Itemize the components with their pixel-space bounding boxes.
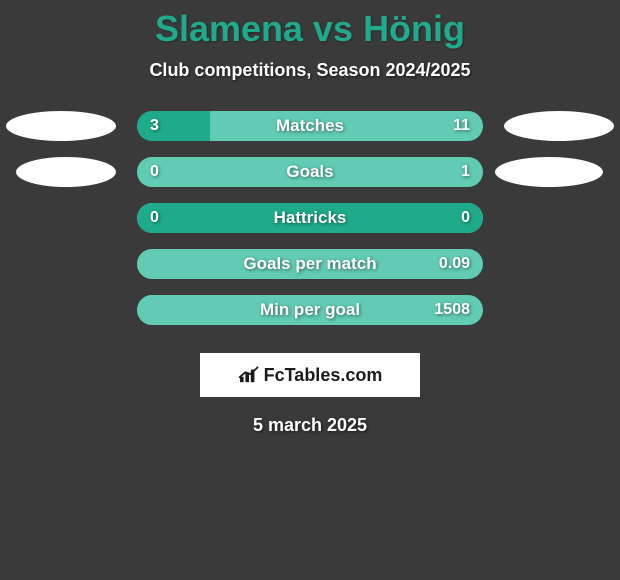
- stat-bar-fill: [137, 203, 483, 233]
- stat-value-left: 0: [150, 203, 159, 233]
- stat-bar-right: [137, 295, 483, 325]
- stat-bar-right: [137, 157, 483, 187]
- stat-bar-left: [137, 111, 210, 141]
- stat-row-gpm: Goals per match 0.09: [0, 249, 620, 295]
- stat-row-hattricks: 0 Hattricks 0: [0, 203, 620, 249]
- stats-area: 3 Matches 11 0 Goals 1 0 Hattricks 0: [0, 111, 620, 341]
- stat-value-right: 1508: [434, 295, 470, 325]
- stat-row-mpg: Min per goal 1508: [0, 295, 620, 341]
- stat-bar-right: [210, 111, 483, 141]
- stat-value-right: 11: [453, 111, 470, 141]
- chart-icon: [238, 366, 260, 384]
- stat-bar: [137, 157, 483, 187]
- stat-row-matches: 3 Matches 11: [0, 111, 620, 157]
- stat-bar: [137, 295, 483, 325]
- date-label: 5 march 2025: [0, 415, 620, 436]
- stat-value-right: 0: [461, 203, 470, 233]
- stat-bar: [137, 249, 483, 279]
- stat-value-right: 0.09: [439, 249, 470, 279]
- subtitle: Club competitions, Season 2024/2025: [0, 60, 620, 81]
- logo-box: FcTables.com: [200, 353, 420, 397]
- ellipse-right-icon: [495, 157, 603, 187]
- stat-value-left: 0: [150, 157, 159, 187]
- stat-bar-right: [137, 249, 483, 279]
- stat-value-right: 1: [461, 157, 470, 187]
- stat-bar: [137, 203, 483, 233]
- page-title: Slamena vs Hönig: [0, 0, 620, 50]
- stat-bar: [137, 111, 483, 141]
- logo-text: FcTables.com: [264, 365, 383, 386]
- ellipse-left-icon: [16, 157, 116, 187]
- infographic-container: Slamena vs Hönig Club competitions, Seas…: [0, 0, 620, 580]
- stat-row-goals: 0 Goals 1: [0, 157, 620, 203]
- stat-value-left: 3: [150, 111, 159, 141]
- ellipse-right-icon: [504, 111, 614, 141]
- ellipse-left-icon: [6, 111, 116, 141]
